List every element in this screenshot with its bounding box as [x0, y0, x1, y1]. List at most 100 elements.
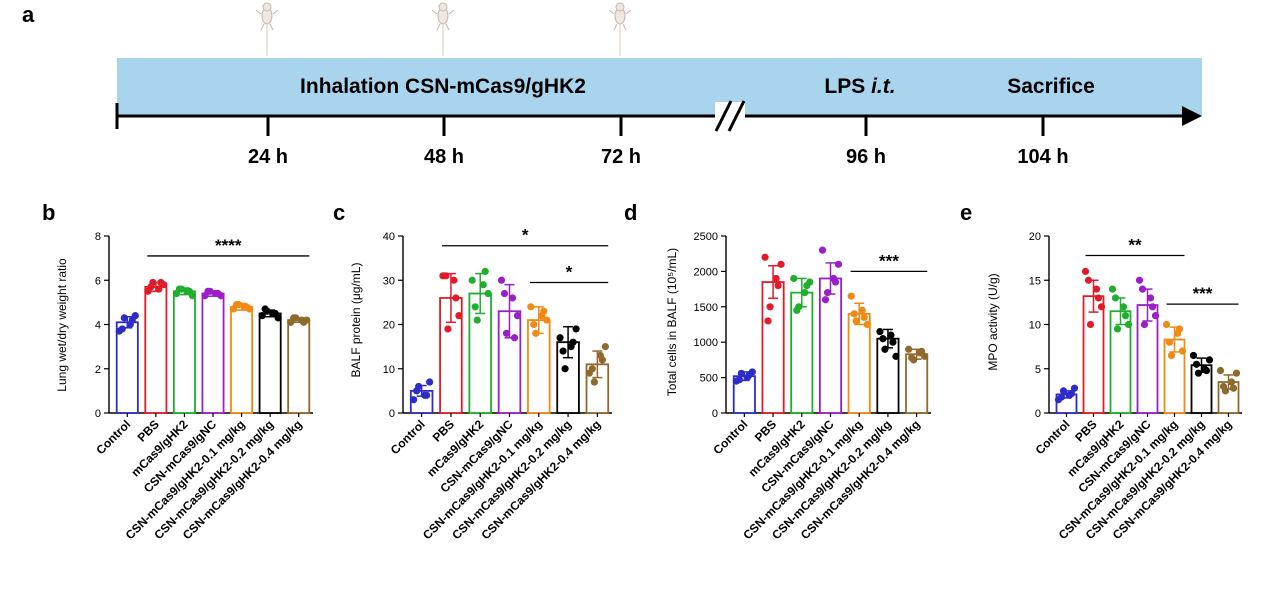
bar	[258, 312, 282, 414]
data-point	[508, 294, 517, 302]
timeline-tick-label: 72 h	[601, 146, 641, 168]
data-point	[1192, 360, 1201, 368]
data-point	[204, 287, 212, 295]
data-point	[1162, 320, 1171, 329]
y-tick-label: 1000	[694, 337, 718, 349]
panel-label-b: b	[42, 200, 55, 225]
data-point	[147, 283, 155, 291]
data-point	[1059, 387, 1068, 395]
data-point	[510, 334, 519, 342]
data-point	[450, 276, 458, 284]
data-point	[889, 338, 897, 346]
data-point	[766, 303, 774, 311]
bar	[1082, 295, 1105, 414]
data-point	[774, 281, 782, 290]
y-tick-label: 30	[383, 275, 395, 287]
timeline-panel: a Inhalation CSN-mCas9/gHK2 LPS i.t. Sac…	[22, 2, 1202, 168]
data-point	[892, 352, 900, 360]
data-point	[1084, 276, 1093, 284]
bar	[172, 290, 196, 414]
y-tick-label: 0	[1035, 408, 1041, 420]
data-point	[858, 306, 866, 314]
timeline-tick-label: 24 h	[248, 146, 288, 168]
data-point	[1146, 294, 1155, 302]
timeline-tick-label: 104 h	[1017, 146, 1068, 168]
data-point	[527, 303, 535, 311]
data-point	[532, 329, 540, 337]
data-point	[540, 307, 548, 315]
data-point	[258, 312, 266, 320]
bar	[230, 305, 254, 414]
significance-label: **	[1128, 235, 1142, 254]
y-tick-label: 1500	[694, 302, 718, 314]
data-point	[1178, 347, 1187, 355]
y-tick-label: 2000	[694, 266, 718, 278]
data-point	[1057, 393, 1066, 401]
data-point	[790, 274, 798, 283]
data-point	[905, 345, 913, 353]
mouse-icon	[608, 2, 632, 56]
data-point	[1148, 303, 1157, 311]
data-point	[834, 260, 843, 268]
data-point	[423, 391, 431, 399]
data-point	[1097, 303, 1106, 311]
data-point	[803, 281, 811, 290]
data-point	[881, 345, 889, 353]
data-point	[1165, 338, 1174, 346]
significance-label: ****	[215, 236, 242, 255]
data-point	[242, 303, 251, 311]
data-point	[764, 317, 772, 325]
y-axis-label: Total cells in BALF (10⁵/mL)	[665, 248, 679, 396]
y-tick-label: 500	[700, 373, 718, 385]
panel-label-c: c	[333, 200, 345, 225]
data-point	[120, 314, 128, 322]
data-point	[561, 365, 569, 373]
data-point	[426, 378, 434, 386]
significance-label: *	[566, 262, 573, 281]
data-point	[876, 327, 884, 336]
timeline-tick-label: 48 h	[424, 146, 464, 168]
data-point	[502, 329, 511, 337]
data-point	[481, 267, 489, 275]
data-point	[777, 260, 785, 268]
data-point	[175, 285, 184, 293]
x-tick-label: Control	[388, 417, 428, 457]
mouse-icon	[431, 2, 455, 56]
data-point	[530, 320, 538, 329]
timeline-ticks: 24 h 48 h 72 h 96 h 104 h	[248, 116, 1069, 168]
x-tick-label: Control	[1033, 417, 1073, 457]
data-point	[1167, 351, 1176, 360]
data-point	[1175, 325, 1184, 333]
data-point	[410, 396, 418, 404]
bar	[144, 285, 168, 414]
y-tick-label: 6	[95, 275, 101, 287]
bar	[761, 281, 785, 414]
data-point	[887, 331, 895, 339]
data-point	[588, 365, 596, 373]
timeline-tick-label: 96 h	[846, 146, 886, 168]
bar	[201, 292, 225, 414]
bar	[905, 353, 929, 414]
data-point	[569, 338, 577, 346]
bar	[287, 319, 311, 414]
data-point	[513, 312, 522, 320]
timeline-band	[117, 58, 1202, 116]
timeline-arrow-icon	[1182, 106, 1202, 126]
x-tick-label: Control	[710, 417, 750, 457]
inhalation-label: Inhalation CSN-mCas9/gHK2	[300, 75, 586, 98]
data-point	[1135, 276, 1144, 284]
significance-label: ***	[879, 251, 899, 270]
data-point	[214, 289, 222, 298]
data-point	[572, 325, 580, 333]
data-point	[1194, 369, 1203, 377]
data-point	[847, 292, 855, 300]
data-point	[1227, 378, 1236, 386]
y-tick-label: 20	[383, 320, 395, 332]
data-point	[543, 316, 551, 324]
data-point	[290, 314, 298, 322]
bar	[847, 312, 871, 414]
data-point	[860, 313, 868, 322]
